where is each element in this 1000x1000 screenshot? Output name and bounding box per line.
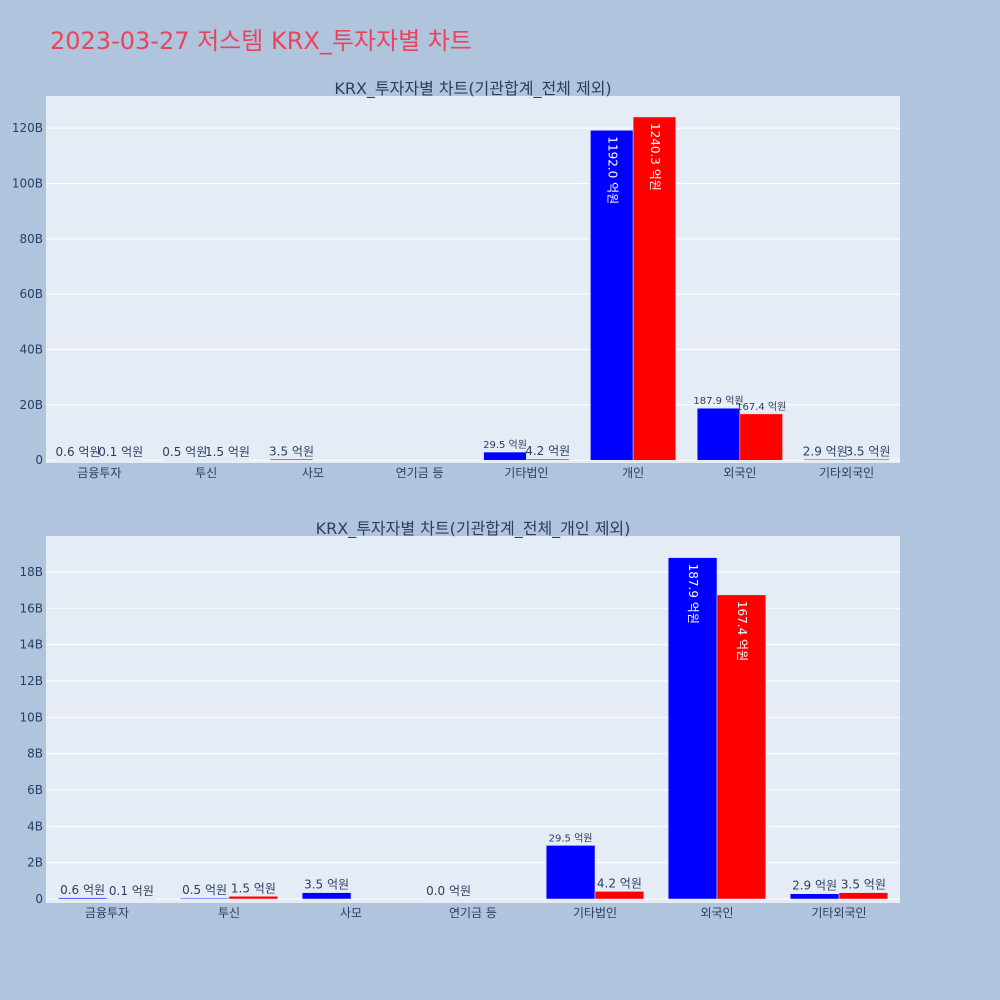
bar — [205, 459, 250, 461]
x-tick-label: 금융투자 — [77, 466, 121, 480]
value-label: 1240.3 억원 — [648, 123, 662, 191]
x-tick-label: 기타외국인 — [811, 906, 866, 920]
value-label: 3.5 억원 — [269, 444, 314, 458]
value-label: 0.0 억원 — [426, 884, 471, 898]
bar — [632, 116, 677, 461]
bar — [526, 458, 570, 461]
x-tick-label: 기타법인 — [504, 466, 548, 480]
value-label: 167.4 억원 — [736, 401, 786, 413]
bar — [803, 459, 847, 461]
value-label: 0.6 억원 — [56, 445, 101, 459]
bar — [228, 896, 279, 900]
x-tick-label: 연기금 등 — [449, 906, 497, 920]
bar — [696, 407, 741, 461]
value-label: 29.5 억원 — [483, 439, 527, 451]
y-tick-label: 0 — [35, 892, 43, 906]
value-label: 0.6 억원 — [60, 883, 105, 897]
bar — [739, 413, 783, 461]
y-tick-label: 10B — [19, 710, 43, 724]
bar — [483, 451, 527, 461]
y-tick-label: 100B — [12, 176, 43, 190]
x-tick-label: 금융투자 — [85, 906, 129, 920]
x-tick-label: 사모 — [340, 906, 362, 920]
x-tick-label: 사모 — [302, 466, 324, 480]
y-tick-label: 2B — [27, 856, 43, 870]
bar — [179, 897, 230, 900]
bar — [716, 594, 767, 900]
bar — [545, 845, 596, 900]
value-label: 29.5 억원 — [549, 832, 593, 844]
bar — [590, 130, 634, 461]
value-label: 0.5 억원 — [182, 883, 227, 897]
value-label: 1.5 억원 — [231, 881, 276, 895]
value-label: 2.9 억원 — [803, 444, 848, 458]
bar — [667, 557, 718, 900]
x-tick-label: 외국인 — [700, 906, 733, 920]
bar — [106, 898, 157, 900]
y-tick-label: 120B — [12, 121, 43, 135]
value-label: 187.9 억원 — [693, 395, 743, 407]
x-tick-label: 외국인 — [723, 466, 756, 480]
page-title: 2023-03-27 저스템 KRX_투자자별 차트 — [50, 27, 472, 55]
x-tick-label: 기타법인 — [573, 906, 617, 920]
x-tick-label: 개인 — [622, 466, 644, 480]
bar — [789, 893, 840, 900]
y-tick-label: 8B — [27, 747, 43, 761]
value-label: 3.5 억원 — [841, 878, 886, 892]
y-tick-label: 4B — [27, 819, 43, 833]
value-label: 187.9 억원 — [686, 564, 700, 624]
bar — [99, 459, 143, 461]
y-tick-label: 80B — [19, 232, 43, 246]
y-tick-label: 12B — [19, 674, 43, 688]
y-tick-label: 6B — [27, 783, 43, 797]
x-tick-label: 투신 — [195, 466, 217, 480]
value-label: 0.5 억원 — [162, 445, 207, 459]
value-label: 4.2 억원 — [525, 444, 570, 458]
bar — [423, 898, 474, 900]
value-label: 167.4 억원 — [735, 601, 749, 661]
bar — [163, 459, 207, 461]
x-tick-label: 기타외국인 — [819, 466, 874, 480]
bar — [838, 892, 889, 900]
bar — [301, 892, 352, 900]
x-tick-label: 투신 — [218, 906, 240, 920]
y-tick-label: 40B — [19, 343, 43, 357]
bar — [56, 459, 100, 461]
value-label: 2.9 억원 — [792, 879, 837, 893]
value-label: 4.2 억원 — [597, 876, 642, 890]
y-tick-label: 20B — [19, 398, 43, 412]
y-tick-label: 0 — [35, 453, 43, 467]
chart-title: KRX_투자자별 차트(기관합계_전체 제외) — [334, 79, 611, 99]
chart-title: KRX_투자자별 차트(기관합계_전체_개인 제외) — [316, 519, 631, 539]
value-label: 1.5 억원 — [205, 445, 250, 459]
y-tick-label: 16B — [19, 601, 43, 615]
bar — [846, 459, 890, 461]
value-label: 1192.0 억원 — [605, 136, 619, 204]
plot-area — [46, 96, 900, 463]
x-tick-label: 연기금 등 — [396, 466, 444, 480]
plot-area — [46, 536, 900, 903]
value-label: 3.5 억원 — [304, 878, 349, 892]
y-tick-label: 14B — [19, 638, 43, 652]
value-label: 0.1 억원 — [109, 884, 154, 898]
y-tick-label: 60B — [19, 287, 43, 301]
bar — [594, 891, 645, 900]
value-label: 3.5 억원 — [845, 444, 890, 458]
y-tick-label: 18B — [19, 565, 43, 579]
value-label: 0.1 억원 — [98, 445, 143, 459]
bar — [269, 459, 314, 461]
bar — [57, 897, 108, 900]
